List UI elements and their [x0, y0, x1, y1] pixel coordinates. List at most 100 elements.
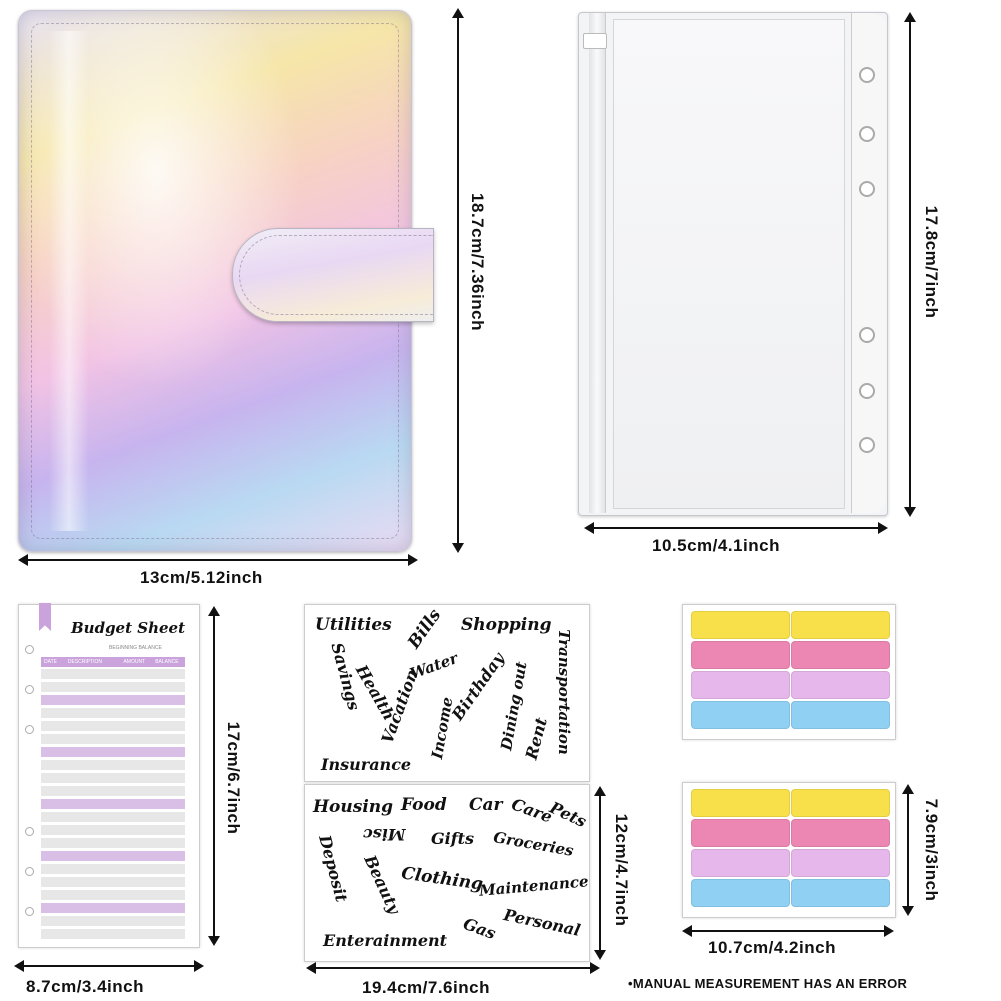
binder-width-label: 13cm/5.12inch — [140, 568, 263, 587]
tabs-width-arrow-right-head — [884, 925, 894, 937]
pocket-width-arrow-right-head — [878, 522, 888, 534]
ring-hole — [25, 685, 34, 694]
sheet-width-label: 8.7cm/3.4inch — [26, 977, 145, 996]
pocket-hole-strip — [851, 13, 886, 513]
binder-height-arrow — [457, 14, 459, 548]
sheet-height-arrow — [213, 612, 215, 940]
sticker-utilities: Utilities — [315, 615, 392, 635]
pocket-height-arrow-bottom-head — [904, 507, 916, 517]
sticker-height-label: 12cm/4.7inch — [612, 813, 631, 927]
ring-hole — [859, 181, 875, 197]
sheet-width-arrow-right-head — [194, 960, 204, 972]
tab-pink — [791, 641, 890, 669]
pocket-zipper — [589, 13, 606, 513]
pocket-height-arrow — [909, 18, 911, 512]
budget-sheet-bookmark — [39, 603, 51, 631]
sticker-car: Car — [469, 795, 503, 815]
budget-sheet-rows — [41, 669, 185, 939]
ring-hole — [25, 725, 34, 734]
tab-blue — [691, 879, 790, 907]
sticker-income: Income — [427, 695, 457, 761]
tab-lilac — [691, 671, 790, 699]
sticker-width-arrow-left-head — [306, 962, 316, 974]
tabs-height-arrow-top-head — [902, 784, 914, 794]
sticker-height-arrow-top-head — [594, 786, 606, 796]
tabs-height-arrow — [907, 790, 909, 910]
column-balance: BALANCE — [155, 659, 179, 665]
pocket-window — [613, 19, 845, 509]
binder-snap-strap[interactable] — [232, 228, 434, 322]
binder-width-arrow — [22, 559, 414, 561]
sticker-width-arrow-right-head — [590, 962, 600, 974]
sheet-height-arrow-bottom-head — [208, 936, 220, 946]
sticker-sheet-bottom: Housing Food Car Care Pets Misc Gifts Gr… — [304, 784, 590, 962]
ring-hole — [25, 827, 34, 836]
tab-blue — [791, 701, 890, 729]
ring-hole — [25, 907, 34, 916]
sticker-gas: Gas — [460, 913, 499, 944]
sticker-beauty: Beauty — [360, 852, 404, 917]
sticker-gifts: Gifts — [431, 829, 475, 848]
ring-hole — [859, 327, 875, 343]
binder-spine-highlight — [49, 31, 89, 531]
zipper-pull[interactable] — [583, 33, 607, 49]
tab-pink — [791, 819, 890, 847]
sticker-sheet-top: Utilities Bills Shopping Transportation … — [304, 604, 590, 782]
budget-sheet-subtitle: BEGINNING BALANCE — [109, 645, 162, 651]
pocket-width-arrow-left-head — [584, 522, 594, 534]
column-date: DATE — [44, 659, 57, 665]
ring-hole — [859, 383, 875, 399]
column-description: DESCRIPTION — [67, 659, 102, 665]
zipper-pocket — [578, 12, 888, 516]
sticker-width-arrow — [312, 967, 594, 969]
sticker-height-arrow — [599, 792, 601, 954]
sticker-bills: Bills — [404, 605, 446, 653]
tab-yellow — [691, 789, 790, 817]
tab-blue — [691, 701, 790, 729]
sticker-groceries: Groceries — [492, 828, 575, 860]
sticker-rent: Rent — [521, 715, 551, 762]
sticker-pets: Pets — [546, 797, 590, 832]
binder-width-arrow-right-head — [408, 554, 418, 566]
sticker-transportation: Transportation — [554, 629, 573, 755]
sticker-housing: Housing — [313, 797, 394, 817]
tab-yellow — [791, 789, 890, 817]
sheet-height-arrow-top-head — [208, 606, 220, 616]
tab-yellow — [791, 611, 890, 639]
column-amount: AMOUNT — [123, 659, 146, 665]
measurement-note: •MANUAL MEASUREMENT HAS AN ERROR — [628, 976, 908, 991]
sheet-height-label: 17cm/6.7inch — [224, 721, 243, 835]
binder-height-arrow-bottom-head — [452, 543, 464, 553]
pocket-height-label: 17.8cm/7inch — [922, 205, 941, 319]
tab-sheet-top — [682, 604, 896, 740]
pocket-height-arrow-top-head — [904, 12, 916, 22]
sticker-maintenance: Maintenance — [478, 872, 590, 900]
ring-hole — [859, 437, 875, 453]
binder-height-arrow-top-head — [452, 8, 464, 18]
sticker-clothing: Clothing — [400, 863, 485, 895]
binder-width-arrow-left-head — [18, 554, 28, 566]
tab-sheet-bottom — [682, 782, 896, 918]
sticker-insurance: Insurance — [321, 755, 412, 774]
tabs-height-arrow-bottom-head — [902, 906, 914, 916]
tab-lilac — [791, 671, 890, 699]
sheet-width-arrow — [20, 965, 198, 967]
sticker-width-label: 19.4cm/7.6inch — [362, 978, 490, 997]
budget-sheet-header-row: DATE DESCRIPTION AMOUNT BALANCE — [41, 657, 185, 667]
ring-hole — [25, 867, 34, 876]
sticker-deposit: Deposit — [315, 833, 352, 904]
tab-yellow — [691, 611, 790, 639]
budget-sheet-title: Budget Sheet — [71, 619, 186, 637]
pocket-width-label: 10.5cm/4.1inch — [652, 536, 780, 555]
tab-blue — [791, 879, 890, 907]
sticker-misc: Misc — [363, 825, 406, 844]
sticker-height-arrow-bottom-head — [594, 950, 606, 960]
strap-stitching — [239, 235, 433, 315]
tabs-width-label: 10.7cm/4.2inch — [708, 938, 836, 957]
sticker-shopping: Shopping — [461, 615, 552, 635]
ring-hole — [25, 645, 34, 654]
tabs-height-label: 7.9cm/3inch — [922, 798, 941, 902]
tabs-width-arrow — [688, 930, 888, 932]
ring-hole — [859, 126, 875, 142]
tabs-width-arrow-left-head — [682, 925, 692, 937]
